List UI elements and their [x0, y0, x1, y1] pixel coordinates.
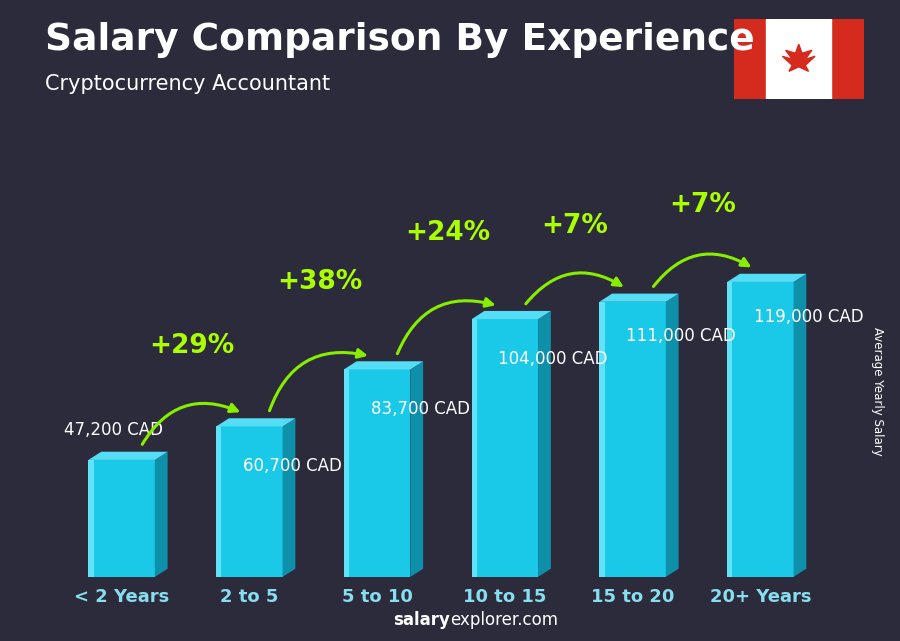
Polygon shape [782, 44, 815, 71]
Polygon shape [216, 426, 221, 577]
Polygon shape [727, 282, 794, 577]
Polygon shape [88, 460, 94, 577]
Polygon shape [472, 319, 477, 577]
Polygon shape [727, 282, 733, 577]
Polygon shape [794, 274, 806, 577]
Polygon shape [472, 319, 538, 577]
Polygon shape [283, 419, 295, 577]
Polygon shape [666, 294, 679, 577]
Text: 111,000 CAD: 111,000 CAD [626, 328, 736, 345]
Text: +24%: +24% [405, 221, 490, 246]
Polygon shape [344, 369, 410, 577]
Polygon shape [216, 419, 295, 426]
Polygon shape [344, 362, 423, 369]
Polygon shape [88, 460, 155, 577]
Polygon shape [538, 311, 551, 577]
Text: 119,000 CAD: 119,000 CAD [754, 308, 864, 326]
Polygon shape [599, 302, 605, 577]
Polygon shape [344, 369, 349, 577]
Text: explorer.com: explorer.com [450, 612, 558, 629]
Bar [832, 19, 864, 99]
Polygon shape [88, 452, 167, 460]
Text: +7%: +7% [670, 192, 736, 218]
Text: +38%: +38% [277, 269, 363, 295]
Text: Cryptocurrency Accountant: Cryptocurrency Accountant [45, 74, 330, 94]
Text: Salary Comparison By Experience: Salary Comparison By Experience [45, 22, 755, 58]
Bar [766, 19, 832, 99]
Text: +7%: +7% [542, 213, 608, 239]
Polygon shape [472, 311, 551, 319]
Text: Average Yearly Salary: Average Yearly Salary [871, 327, 884, 455]
Text: salary: salary [393, 612, 450, 629]
Polygon shape [727, 274, 806, 282]
Text: 60,700 CAD: 60,700 CAD [243, 457, 342, 475]
Polygon shape [599, 302, 666, 577]
Polygon shape [216, 426, 283, 577]
Bar [734, 19, 766, 99]
Text: 83,700 CAD: 83,700 CAD [371, 400, 470, 418]
Text: +29%: +29% [149, 333, 235, 359]
Text: 104,000 CAD: 104,000 CAD [499, 350, 608, 368]
Polygon shape [410, 362, 423, 577]
Polygon shape [155, 452, 167, 577]
Polygon shape [599, 294, 679, 302]
Text: 47,200 CAD: 47,200 CAD [64, 421, 163, 439]
